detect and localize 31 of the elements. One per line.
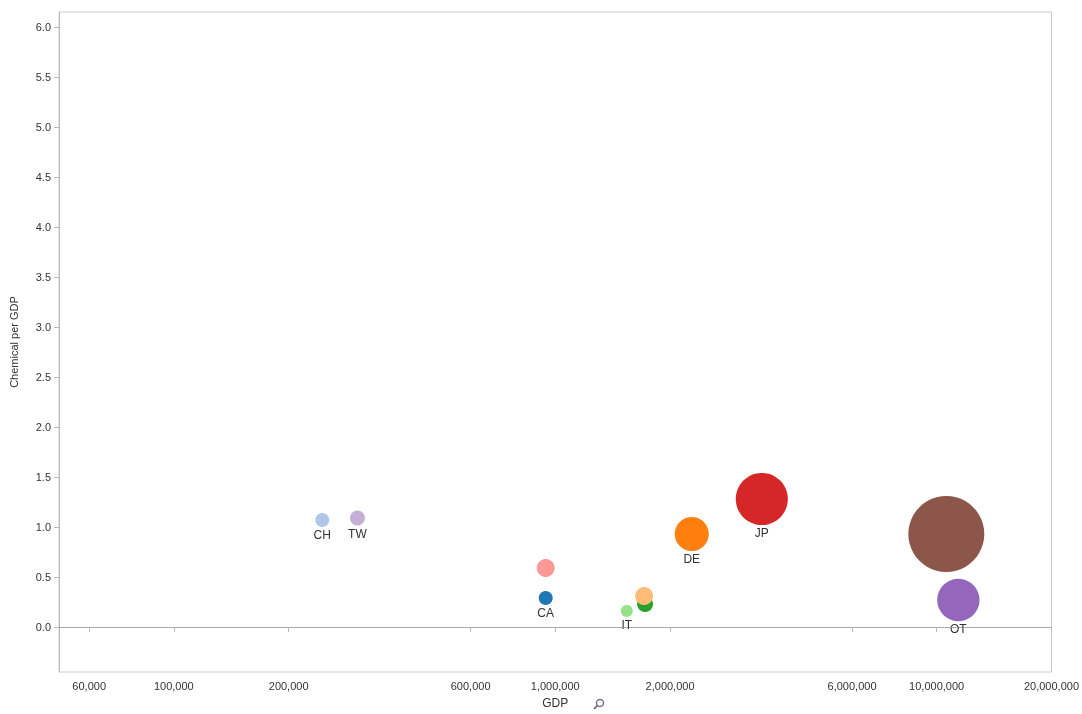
y-tick-label: 2.5: [35, 371, 51, 383]
x-tick-label: 2,000,000: [645, 679, 695, 692]
series-label: OT: [950, 622, 968, 637]
y-tick-label: 3.0: [35, 321, 51, 333]
x-axis-title: GDP: [542, 696, 569, 710]
y-tick-label: 2.0: [35, 421, 51, 433]
x-tick-label: 100,000: [153, 679, 194, 692]
y-tick-label: 4.5: [35, 171, 51, 183]
x-tick-label: 600,000: [450, 679, 491, 692]
y-axis-title: Chemical per GDP: [7, 296, 20, 388]
y-tick-label: 1.0: [35, 521, 51, 533]
x-tick-label: 10,000,000: [909, 679, 965, 692]
series-label: CA: [537, 606, 555, 621]
series-label: CH: [313, 528, 331, 543]
y-tick-label: 3.5: [35, 271, 51, 283]
x-tick-label: 60,000: [72, 679, 107, 692]
series-label: IT: [621, 618, 633, 633]
series-label: JP: [754, 526, 769, 541]
x-tick-label: 6,000,000: [827, 679, 877, 692]
x-tick-label: 20,000,000: [1023, 679, 1079, 692]
y-tick-label: 0.0: [35, 621, 51, 633]
series-label: TW: [348, 526, 368, 541]
y-tick-label: 6.0: [35, 21, 51, 33]
x-tick-label: 1,000,000: [530, 679, 580, 692]
y-tick-label: 5.5: [35, 71, 51, 83]
y-tick-label: 0.5: [35, 571, 51, 583]
y-tick-label: 4.0: [35, 221, 51, 233]
series-label: DE: [683, 551, 701, 566]
y-tick-label: 1.5: [35, 471, 51, 483]
y-tick-label: 5.0: [35, 121, 51, 133]
x-tick-label: 200,000: [268, 679, 309, 692]
